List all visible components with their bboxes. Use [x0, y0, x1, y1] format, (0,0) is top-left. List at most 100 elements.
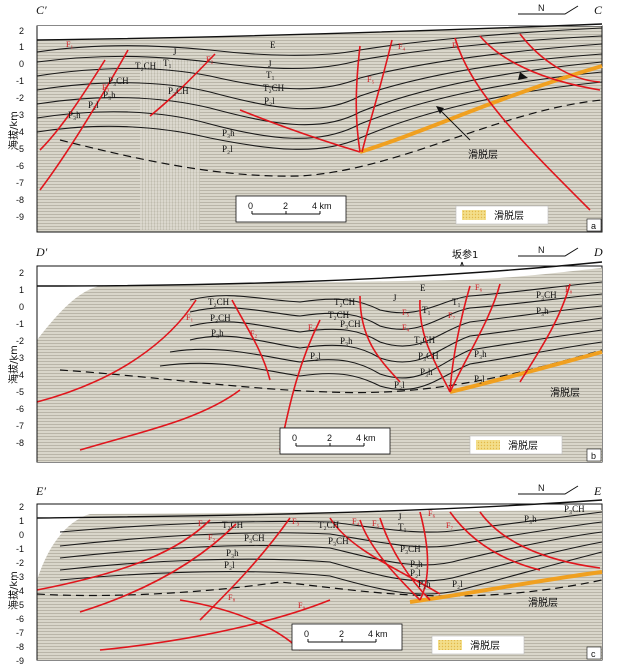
y-tick: -1	[16, 319, 24, 329]
detachment-label: 滑脱层	[550, 386, 580, 399]
y-axis: 2 1 0 -1 -2 -3 -4 -5 -6 -7 -8 -9 海拔/km	[7, 502, 38, 666]
stratum-label: T₁	[398, 522, 407, 532]
scale-tick: 2	[283, 201, 288, 211]
basement-dashed	[36, 579, 603, 597]
y-tick: -2	[16, 336, 24, 346]
stratum-label: P₃h	[211, 328, 224, 338]
seismic-section	[37, 268, 602, 462]
stratum-label: E	[420, 283, 426, 293]
faults	[39, 33, 601, 211]
y-tick: -6	[16, 161, 24, 171]
y-tick: 1	[19, 516, 24, 526]
stratum-label: P₂l	[410, 568, 421, 578]
y-tick: -4	[16, 370, 24, 380]
scale-bar: 0 2 4 km	[291, 623, 403, 651]
panel-c: E′ E N F₁	[7, 483, 603, 666]
y-tick: -4	[16, 127, 24, 137]
y-tick: -6	[16, 614, 24, 624]
legend: 滑脱层	[455, 205, 549, 225]
detachment-layer	[359, 64, 603, 154]
stratum-label: T₂CH	[135, 61, 157, 71]
y-tick: -1	[16, 76, 24, 86]
faults	[36, 283, 571, 451]
fault-label: F₁	[66, 40, 73, 49]
stratum-label: P₃CH	[418, 351, 439, 361]
section-start-label: C′	[36, 3, 47, 17]
legend-label: 滑脱层	[470, 639, 500, 652]
scale-tick: 2	[327, 433, 332, 443]
stratum-label: J	[398, 512, 402, 522]
stratum-label: P₃h	[68, 110, 81, 120]
y-tick: 1	[19, 285, 24, 295]
y-tick: -3	[16, 110, 24, 120]
panel-label: c	[591, 649, 596, 659]
stratum-label: P₂l	[394, 380, 405, 390]
y-tick: 0	[19, 59, 24, 69]
horizons	[36, 27, 603, 150]
stratum-label: P₃h	[103, 90, 116, 100]
stratum-label: T₁	[163, 58, 172, 68]
fault-label: F₃	[102, 83, 109, 92]
legend: 滑脱层	[469, 435, 563, 455]
well-label: 坂参1	[452, 248, 478, 261]
section-end-label: D	[593, 245, 603, 259]
y-tick: -5	[16, 144, 24, 154]
stratum-label: P₃h	[418, 579, 431, 589]
stratum-label: P₂l	[88, 100, 99, 110]
stratum-label: P₃CH	[328, 536, 349, 546]
north-label: N	[538, 245, 545, 255]
y-tick: 0	[19, 530, 24, 540]
stratum-label: J	[173, 47, 177, 57]
y-tick: -5	[16, 600, 24, 610]
scale-bar: 0 2 4 km	[279, 427, 391, 455]
detachment-label: 滑脱层	[528, 596, 558, 609]
scale-tick: 4 km	[312, 201, 332, 211]
stratum-label: T₂CH	[328, 310, 350, 320]
fault-label: F₆	[475, 283, 482, 292]
stratum-label: T₂CH	[334, 297, 356, 307]
stratum-label: P₂l	[310, 351, 321, 361]
stratum-label: P₃h	[222, 128, 235, 138]
y-axis: 2 1 0 -1 -2 -3 -4 -5 -6 -7 -8 海拔/km	[7, 266, 38, 462]
topography-blank	[37, 24, 602, 40]
stratum-label: P₃h	[474, 349, 487, 359]
scale-tick: 4 km	[356, 433, 376, 443]
panel-b: D′ D N 坂参1	[7, 245, 603, 463]
fault-label: F₅	[367, 75, 374, 84]
arrow-head-icon	[436, 106, 444, 114]
stratum-label: P₃CH	[400, 544, 421, 554]
stratum-label: P₃h	[410, 559, 423, 569]
stratum-label: T₁	[452, 297, 461, 307]
fault-label: F₂	[250, 329, 257, 338]
stratum-label: P₂l	[474, 374, 485, 384]
scale-tick: 0	[304, 629, 309, 639]
y-tick: -8	[16, 195, 24, 205]
north-arrow: N	[518, 245, 579, 257]
stratum-label: P₂l	[264, 96, 275, 106]
stratum-label: P₃CH	[340, 319, 361, 329]
y-tick: -5	[16, 387, 24, 397]
scale-tick: 0	[292, 433, 297, 443]
basement-dashed	[59, 99, 603, 177]
stratum-label: P₂l	[452, 579, 463, 589]
stratum-label: T₂CH	[318, 520, 340, 530]
y-tick: 2	[19, 268, 24, 278]
arrow-head-icon	[518, 72, 528, 80]
north-arrow: N	[518, 483, 579, 495]
stratum-label: T₂CH	[222, 520, 244, 530]
y-axis-label: 海拔/km	[7, 111, 20, 150]
legend-swatch	[462, 210, 486, 220]
topography	[36, 23, 603, 41]
legend-swatch	[438, 640, 462, 650]
y-tick: -8	[16, 438, 24, 448]
stratum-label: P₃CH	[564, 504, 585, 514]
legend-swatch	[476, 440, 500, 450]
fault-label: F₄	[352, 517, 359, 526]
legend: 滑脱层	[431, 635, 525, 655]
fault-label: F₁	[198, 519, 205, 528]
stratum-label: P₃CH	[168, 86, 189, 96]
fault-label: F₇	[446, 521, 453, 530]
stratum-label: T₂CH	[263, 83, 285, 93]
fault-label: F₈	[228, 593, 235, 602]
